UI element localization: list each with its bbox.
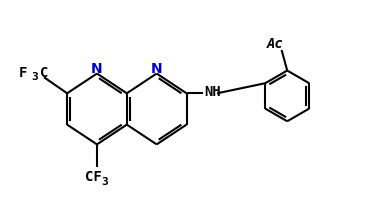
Text: N: N xyxy=(151,62,163,76)
Text: CF: CF xyxy=(85,169,101,183)
Text: C: C xyxy=(40,66,48,80)
Text: F: F xyxy=(19,66,27,80)
Text: Ac: Ac xyxy=(267,37,283,51)
Text: 3: 3 xyxy=(102,176,109,186)
Text: 3: 3 xyxy=(32,71,38,81)
Text: NH: NH xyxy=(204,85,221,99)
Text: N: N xyxy=(91,62,103,76)
